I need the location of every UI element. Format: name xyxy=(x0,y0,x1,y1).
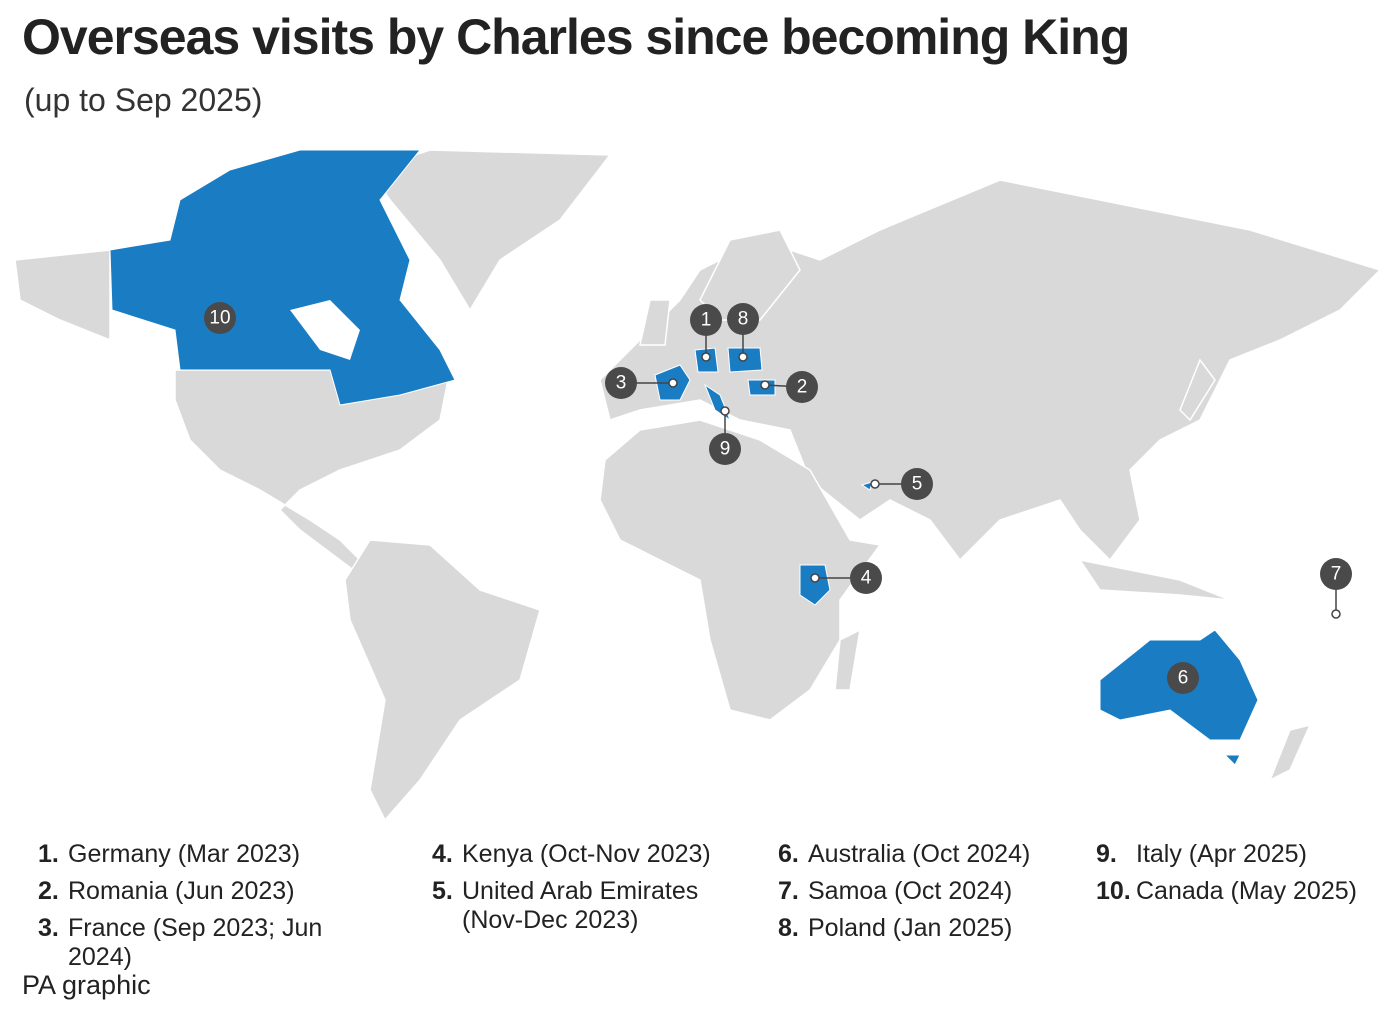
markers: 1 2 3 4 5 6 7 8 9 10 xyxy=(204,302,1352,694)
marker-label: 6 xyxy=(1178,668,1189,689)
legend-number: 6. xyxy=(778,840,799,868)
marker-label: 1 xyxy=(701,310,712,331)
marker: 10 xyxy=(204,302,236,334)
legend-text: Italy (Apr 2025) xyxy=(1136,840,1307,868)
marker-circle xyxy=(1167,662,1199,694)
marker-circle xyxy=(901,468,933,500)
marker-label: 8 xyxy=(738,309,749,330)
pin xyxy=(720,406,730,416)
pin xyxy=(701,352,711,362)
legend-text: Germany (Mar 2023) xyxy=(68,840,301,868)
marker: 4 xyxy=(810,562,882,594)
legend-entry: 3. France (Sep 2023; Jun 2024) xyxy=(38,914,368,972)
world-map: 1 2 3 4 5 6 7 8 9 10 xyxy=(14,149,1382,822)
legend-text: France (Sep 2023; Jun 2024) xyxy=(68,914,323,971)
legend-entry: 4. Kenya (Oct-Nov 2023) xyxy=(432,840,722,869)
marker: 9 xyxy=(709,406,741,465)
marker: 5 xyxy=(870,468,933,500)
legend-text: Romania (Jun 2023) xyxy=(68,877,295,905)
pin xyxy=(870,479,880,489)
legend-number: 9. xyxy=(1096,840,1117,868)
legend-entry: 8. Poland (Jan 2025) xyxy=(778,914,1108,943)
marker-label: 10 xyxy=(209,308,230,329)
marker-circle xyxy=(709,433,741,465)
legend-number: 8. xyxy=(778,914,799,942)
marker-label: 3 xyxy=(616,373,627,394)
legend-number: 2. xyxy=(38,877,59,905)
legend-text: Kenya (Oct-Nov 2023) xyxy=(462,840,711,868)
subtitle: (up to Sep 2025) xyxy=(24,82,263,118)
legend-number: 4. xyxy=(432,840,453,868)
marker-label: 4 xyxy=(861,568,872,589)
legend-text: United Arab Emirates (Nov-Dec 2023) xyxy=(462,877,699,934)
marker-circle xyxy=(605,367,637,399)
legend-entry: 5. United Arab Emirates (Nov-Dec 2023) xyxy=(432,877,722,935)
marker-circle xyxy=(1320,558,1352,590)
title: Overseas visits by Charles since becomin… xyxy=(22,9,1130,65)
pin xyxy=(738,352,748,362)
legend-text: Samoa (Oct 2024) xyxy=(808,877,1013,905)
marker-circle xyxy=(850,562,882,594)
legend-number: 5. xyxy=(432,877,453,905)
legend-text: Australia (Oct 2024) xyxy=(808,840,1031,868)
legend-number: 3. xyxy=(38,914,59,942)
legend-entry: 2. Romania (Jun 2023) xyxy=(38,877,368,906)
pin xyxy=(1331,609,1341,619)
legend-text: Canada (May 2025) xyxy=(1136,877,1357,905)
pin xyxy=(760,380,770,390)
pin xyxy=(668,378,678,388)
legend-number: 7. xyxy=(778,877,799,905)
marker: 2 xyxy=(760,371,818,403)
marker: 6 xyxy=(1167,662,1199,694)
pin xyxy=(810,573,820,583)
marker-label: 5 xyxy=(912,474,923,495)
marker-label: 7 xyxy=(1331,564,1342,585)
legend-entry: 10. Canada (May 2025) xyxy=(1096,877,1400,906)
marker-label: 2 xyxy=(797,377,808,398)
marker-circle xyxy=(204,302,236,334)
land xyxy=(14,149,1382,822)
marker-circle xyxy=(690,304,722,336)
legend-entry: 9. Italy (Apr 2025) xyxy=(1096,840,1400,869)
legend-entry: 6. Australia (Oct 2024) xyxy=(778,840,1108,869)
marker-circle xyxy=(786,371,818,403)
legend-text: Poland (Jan 2025) xyxy=(808,914,1013,942)
marker: 7 xyxy=(1320,558,1352,619)
marker-circle xyxy=(727,303,759,335)
legend-entry: 1. Germany (Mar 2023) xyxy=(38,840,368,869)
marker: 3 xyxy=(605,367,678,399)
marker-label: 9 xyxy=(720,439,731,460)
legend-number: 10. xyxy=(1096,877,1131,905)
legend-number: 1. xyxy=(38,840,59,868)
marker: 8 xyxy=(727,303,759,362)
source: PA graphic xyxy=(22,970,151,1000)
legend-entry: 7. Samoa (Oct 2024) xyxy=(778,877,1108,906)
marker: 1 xyxy=(690,304,722,362)
